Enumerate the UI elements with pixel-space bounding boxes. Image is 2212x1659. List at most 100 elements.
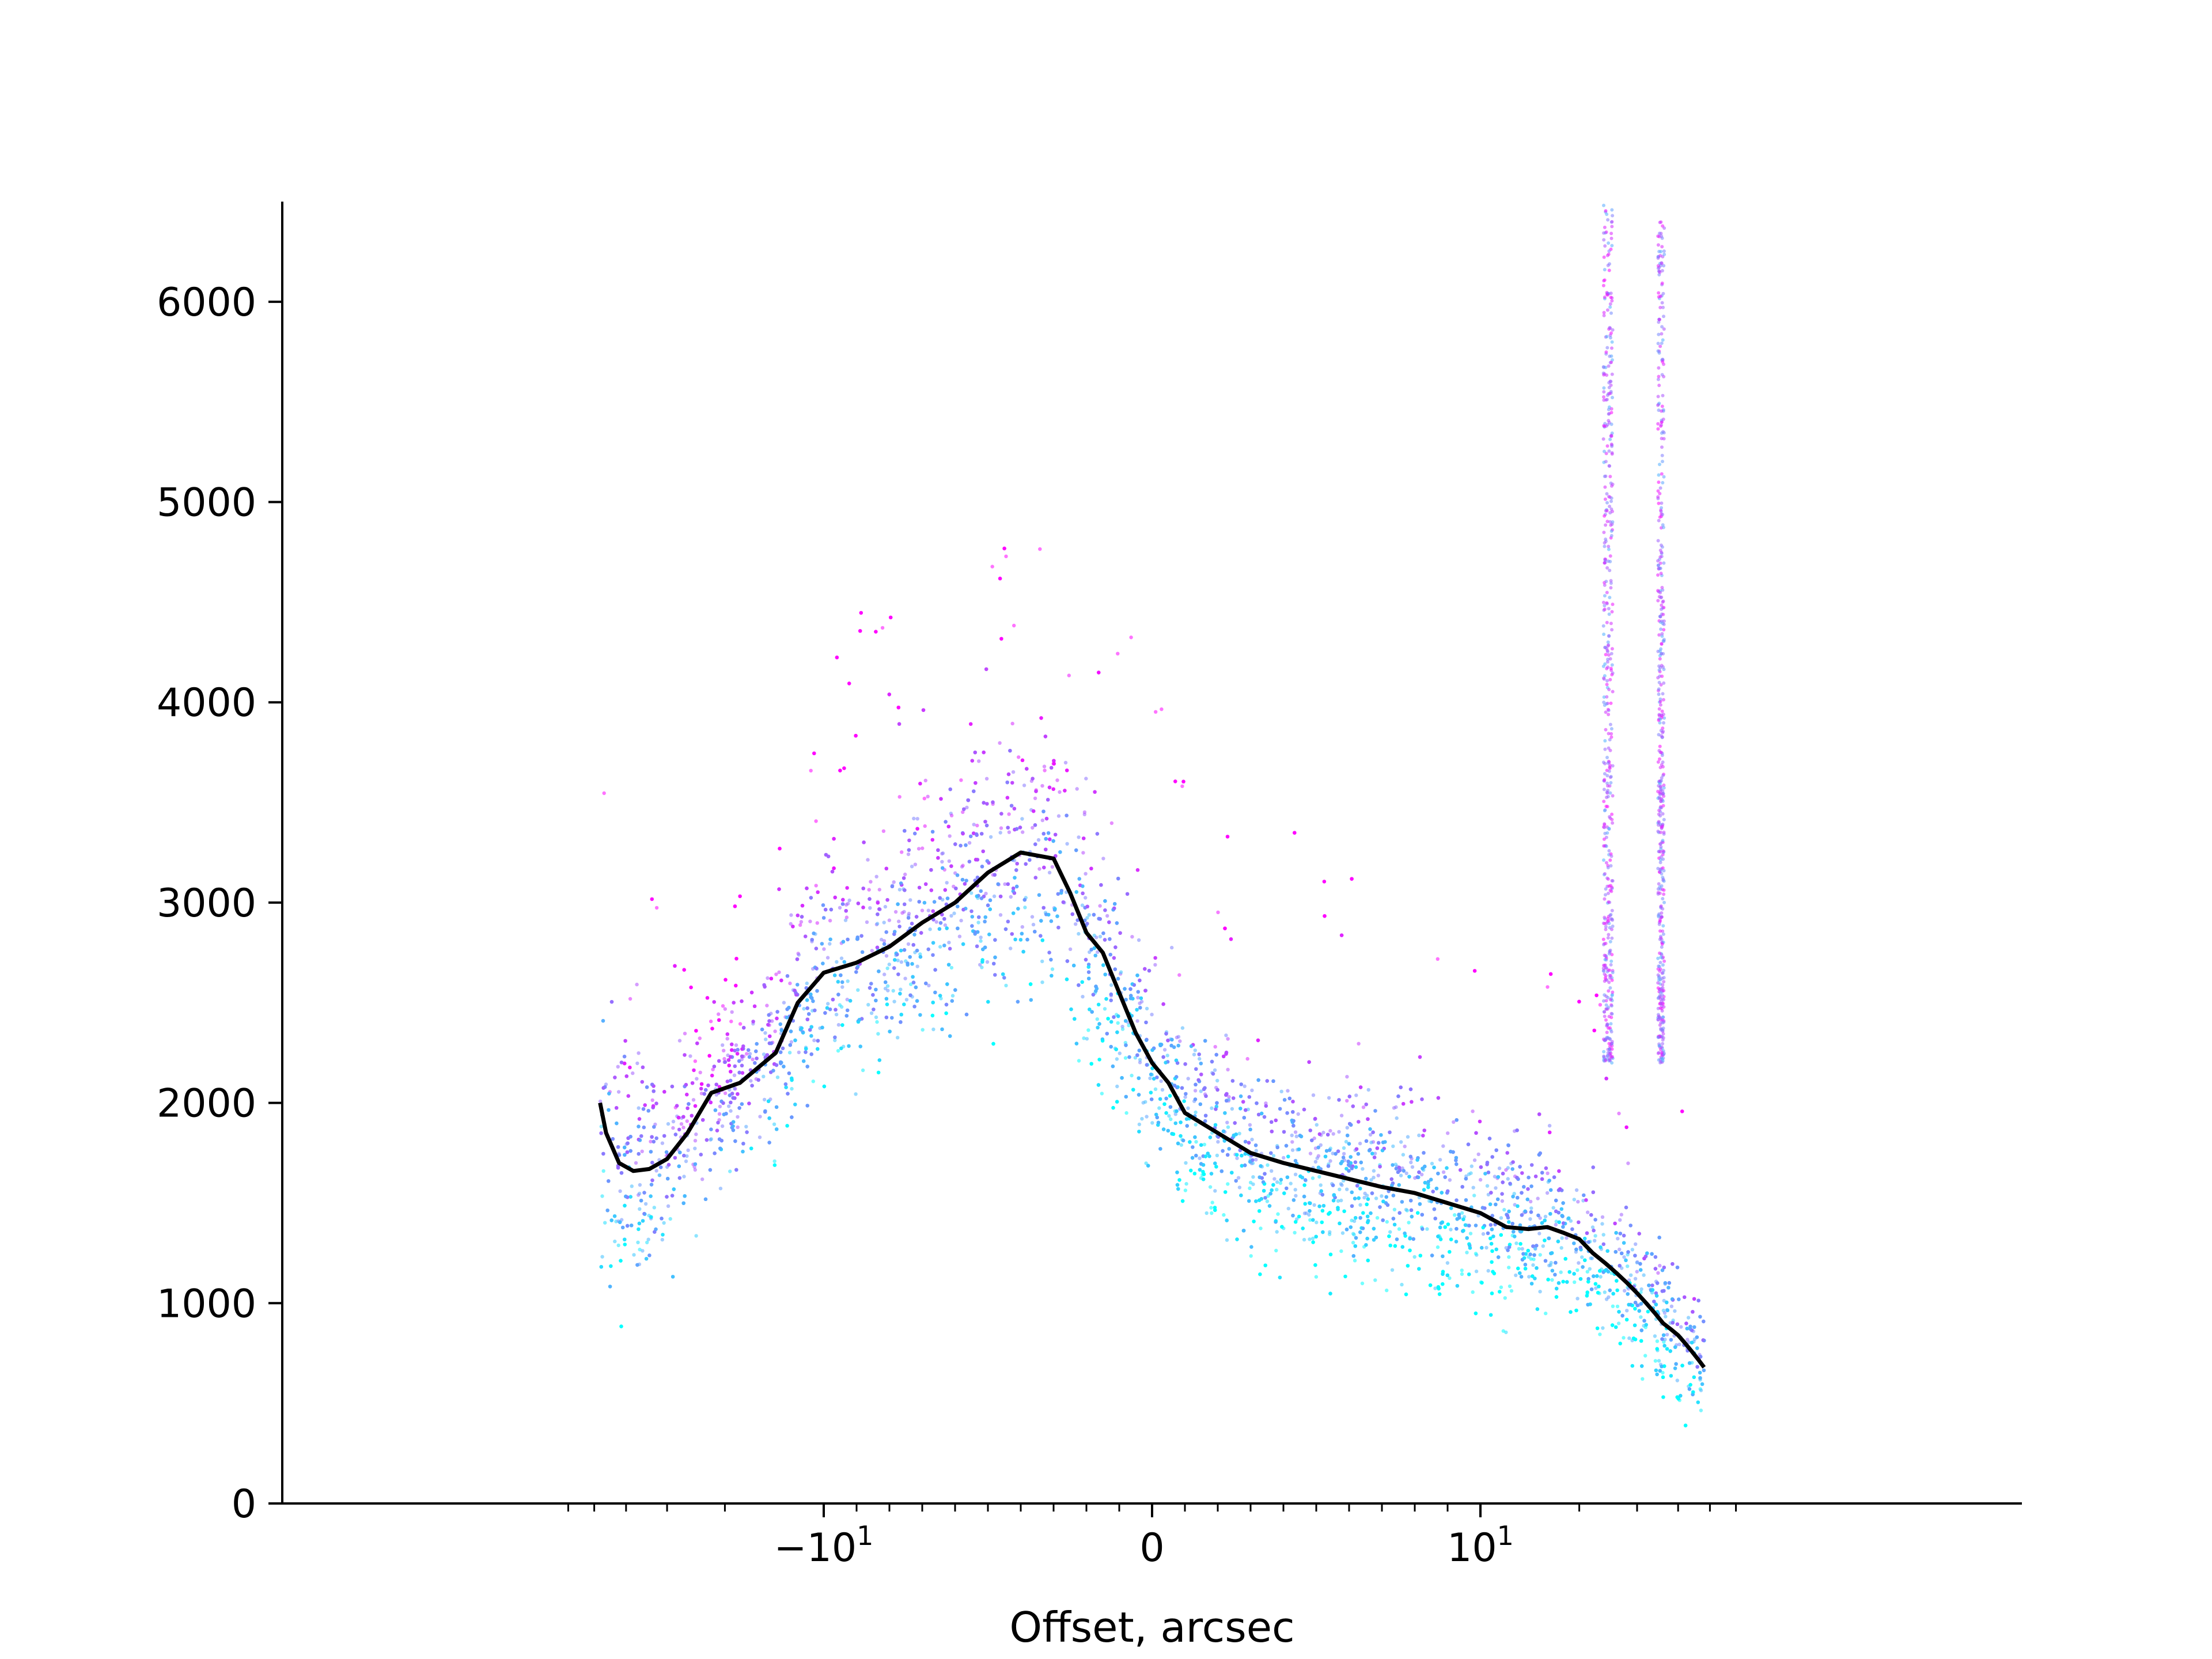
scatter-point <box>1180 1026 1185 1030</box>
scatter-point <box>638 1207 642 1211</box>
scatter-point <box>1123 1056 1128 1060</box>
scatter-point <box>866 1003 870 1007</box>
scatter-point <box>1119 970 1123 974</box>
scatter-point <box>646 1237 650 1241</box>
scatter-point <box>1622 1255 1626 1259</box>
scatter-point <box>990 565 994 569</box>
scatter-point <box>1286 1206 1290 1211</box>
scatter-point <box>985 960 990 964</box>
scatter-point <box>1135 1019 1139 1023</box>
scatter-point <box>869 1011 874 1016</box>
scatter-point <box>772 1159 777 1164</box>
scatter-point <box>1399 1173 1403 1177</box>
scatter-point <box>961 863 965 868</box>
scatter-point <box>1529 1257 1533 1261</box>
scatter-point <box>977 759 981 763</box>
scatter-point <box>635 1061 639 1066</box>
scatter-point <box>1641 1377 1645 1381</box>
scatter-point <box>915 817 919 821</box>
scatter-point <box>1308 1218 1312 1222</box>
scatter-point <box>1538 1216 1542 1220</box>
scatter-point <box>897 795 902 799</box>
scatter-point <box>1096 950 1100 955</box>
scatter-point <box>643 1202 648 1206</box>
scatter-point <box>882 972 887 976</box>
scatter-point <box>630 1184 634 1188</box>
scatter-point <box>1472 1158 1477 1162</box>
scatter-point <box>652 1206 657 1210</box>
scatter-point <box>1363 1191 1367 1195</box>
scatter-point <box>838 1003 842 1007</box>
scatter-point <box>1504 1168 1508 1172</box>
scatter-point <box>1007 812 1011 816</box>
scatter-point <box>1270 1169 1274 1173</box>
scatter-point <box>1276 1212 1280 1216</box>
scatter-point <box>896 959 900 963</box>
scatter-point <box>1137 938 1141 942</box>
scatter-point <box>1388 1230 1392 1234</box>
scatter-point <box>1173 1112 1178 1116</box>
scatter-point <box>789 1040 794 1044</box>
scatter-point <box>1339 1182 1343 1186</box>
scatter-point <box>1533 1247 1537 1251</box>
scatter-point <box>1358 1141 1362 1146</box>
scatter-point <box>1124 1111 1128 1115</box>
scatter-point <box>1216 1140 1220 1144</box>
scatter-point <box>1507 1255 1511 1259</box>
scatter-point <box>947 859 952 863</box>
scatter-point <box>1193 1048 1197 1052</box>
scatter-point <box>1210 1200 1214 1205</box>
scatter-point <box>1339 1198 1343 1203</box>
scatter-point <box>1581 1199 1585 1203</box>
scatter-point <box>1639 1287 1643 1291</box>
scatter-point <box>1634 1242 1638 1246</box>
scatter-point <box>641 1249 645 1253</box>
scatter-point <box>688 1054 692 1058</box>
scatter-point <box>892 880 896 884</box>
scatter-point <box>744 1124 748 1129</box>
scatter-point <box>1279 1089 1283 1094</box>
scatter-point <box>897 919 901 923</box>
scatter-point <box>1115 1057 1119 1061</box>
scatter-point <box>984 777 989 781</box>
scatter-point <box>1235 1156 1239 1160</box>
scatter-point <box>1198 1156 1202 1160</box>
scatter-point <box>1272 1177 1277 1181</box>
scatter-point <box>1294 1134 1298 1139</box>
scatter-point <box>734 1043 738 1047</box>
scatter-point <box>868 906 872 910</box>
scatter-point <box>1373 1278 1377 1282</box>
scatter-point <box>1275 1180 1279 1184</box>
scatter-point <box>677 1039 682 1043</box>
scatter-point <box>1020 817 1024 821</box>
scatter-point <box>1265 1199 1270 1203</box>
scatter-point <box>1368 1132 1373 1137</box>
scatter-point <box>749 1079 753 1083</box>
scatter-point <box>1675 1378 1679 1382</box>
scatter-point <box>1296 1112 1300 1116</box>
scatter-point <box>613 1239 617 1244</box>
scatter-point <box>1224 1033 1228 1037</box>
scatter-point <box>891 988 895 993</box>
scatter-point <box>1160 707 1164 711</box>
scatter-point <box>603 1221 607 1225</box>
scatter-point <box>1550 1278 1554 1282</box>
scatter-point <box>1547 1124 1552 1128</box>
scatter-point <box>874 1015 878 1020</box>
scatter-point <box>984 892 988 896</box>
scatter-point <box>912 816 916 821</box>
scatter-point <box>1601 1326 1605 1330</box>
scatter-point <box>1040 818 1045 823</box>
scatter-point <box>1342 1152 1346 1156</box>
scatter-point <box>1120 1027 1125 1031</box>
scatter-point <box>694 1132 698 1137</box>
scatter-point <box>1604 1297 1609 1301</box>
scatter-point <box>722 1056 726 1061</box>
scatter-point <box>693 1168 698 1172</box>
scatter-point <box>1441 1170 1446 1175</box>
scatter-point <box>1507 1266 1511 1270</box>
scatter-point <box>1271 1154 1276 1158</box>
scatter-point <box>1293 1188 1297 1192</box>
scatter-point <box>906 852 911 857</box>
